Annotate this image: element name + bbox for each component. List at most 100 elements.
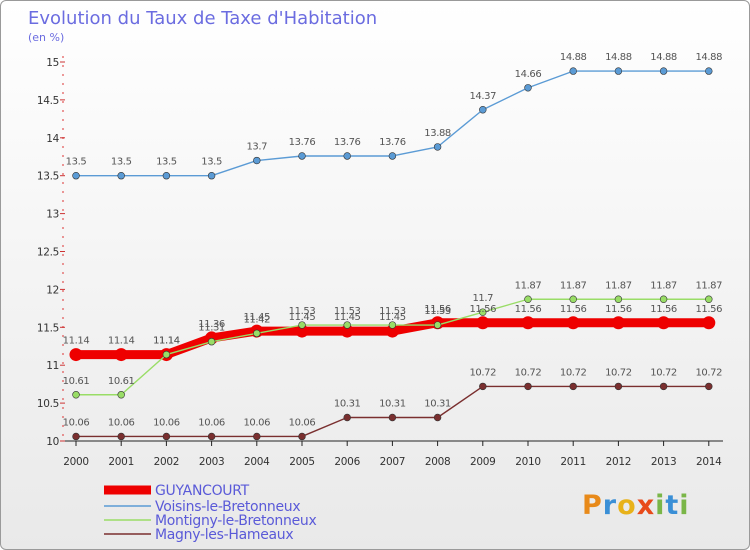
data-point <box>659 382 668 391</box>
x-tick-label: 2011 <box>560 456 586 468</box>
data-point <box>388 413 397 422</box>
data-label: 11.45 <box>243 312 270 323</box>
data-label: 10.06 <box>243 417 270 428</box>
data-label: 13.7 <box>246 142 267 153</box>
data-label: 14.88 <box>650 52 677 63</box>
data-label: 13.76 <box>289 137 316 148</box>
data-point <box>705 382 713 391</box>
logo-letter: P <box>582 490 603 521</box>
data-label: 10.31 <box>334 399 361 410</box>
data-point <box>343 152 351 160</box>
data-point <box>705 295 713 303</box>
x-tick-label: 2006 <box>334 456 360 468</box>
data-point <box>479 308 487 316</box>
data-point <box>476 316 490 330</box>
legend-label: Montigny-le-Bretonneux <box>155 513 316 529</box>
data-point <box>524 84 532 92</box>
x-tick-label: 2007 <box>380 456 406 468</box>
data-label: 14.88 <box>605 52 632 63</box>
data-point <box>298 432 306 441</box>
series-line-3 <box>76 385 709 438</box>
data-point <box>253 432 261 441</box>
data-point <box>659 295 668 303</box>
data-point <box>385 324 399 338</box>
data-label: 11.7 <box>472 293 493 304</box>
data-label: 13.76 <box>334 137 361 148</box>
data-label: 13.5 <box>201 157 222 168</box>
data-label: 10.06 <box>108 417 135 428</box>
y-tick-label: 12.5 <box>37 247 59 259</box>
axes: 10 10.5 11 11.5 12 12.5 13 13.5 14 14.5 15 2000 2001… <box>37 56 723 468</box>
data-label: 11.45 <box>379 312 406 323</box>
data-label: 11.56 <box>515 304 542 315</box>
x-tick-label: 2014 <box>696 456 722 468</box>
data-point <box>253 329 261 338</box>
data-point <box>388 152 397 160</box>
data-point <box>524 295 532 303</box>
data-label: 10.72 <box>515 367 542 378</box>
data-label: 13.88 <box>424 128 451 139</box>
data-point <box>705 67 713 75</box>
x-tick-label: 2009 <box>470 456 496 468</box>
data-label: 10.61 <box>108 376 135 387</box>
data-point <box>479 106 487 114</box>
data-point <box>298 321 306 329</box>
chart-title: Evolution du Taux de Taxe d'Habitation <box>28 8 377 29</box>
x-tick-label: 2003 <box>199 456 225 468</box>
data-label: 14.37 <box>469 91 496 102</box>
data-point <box>702 316 716 330</box>
data-point <box>614 67 623 75</box>
data-label: 11.56 <box>695 304 722 315</box>
data-label: 11.42 <box>243 314 270 325</box>
data-point <box>433 321 442 329</box>
data-point <box>343 321 351 329</box>
logo-letter: o <box>617 490 637 521</box>
y-tick-label: 12 <box>46 284 59 296</box>
data-label: 11.14 <box>153 336 180 347</box>
logo-letter: i <box>655 490 666 521</box>
data-label: 11.53 <box>334 306 361 317</box>
x-tick-label: 2002 <box>154 456 180 468</box>
data-label: 11.87 <box>515 280 542 291</box>
data-label: 13.5 <box>111 157 132 168</box>
data-point <box>207 172 216 180</box>
data-label: 10.72 <box>605 367 632 378</box>
data-label: 10.72 <box>695 367 722 378</box>
data-label: 13.5 <box>156 157 177 168</box>
data-point <box>611 316 625 330</box>
data-point <box>295 324 309 338</box>
data-point <box>117 391 125 399</box>
data-point <box>72 432 80 441</box>
data-point <box>659 67 668 75</box>
data-label: 10.72 <box>469 367 496 378</box>
data-label: 11.45 <box>289 312 316 323</box>
logo-letter: r <box>602 490 618 521</box>
data-label: 11.14 <box>63 336 90 347</box>
data-label: 10.06 <box>198 417 225 428</box>
data-point <box>524 382 532 391</box>
data-point <box>521 316 535 330</box>
data-label: 10.61 <box>63 376 90 387</box>
data-label: 11.53 <box>289 306 316 317</box>
data-label: 13.76 <box>379 137 406 148</box>
data-point <box>569 382 577 391</box>
data-label: 11.87 <box>560 280 587 291</box>
data-point <box>72 391 80 399</box>
data-label: 11.87 <box>650 280 677 291</box>
data-point <box>569 295 577 303</box>
data-point <box>162 350 171 359</box>
data-point <box>253 156 261 165</box>
data-point <box>69 348 83 362</box>
data-point <box>343 413 351 422</box>
data-label: 11.56 <box>605 304 632 315</box>
data-point <box>72 172 80 180</box>
proxiti-logo: Proxiti <box>582 490 690 521</box>
logo-letter: t <box>665 490 680 521</box>
data-point <box>433 143 442 151</box>
data-point <box>388 321 397 329</box>
data-point <box>162 432 171 441</box>
logo-letter: i <box>679 490 690 521</box>
data-label: 11.87 <box>695 280 722 291</box>
y-tick-label: 13.5 <box>37 171 59 183</box>
